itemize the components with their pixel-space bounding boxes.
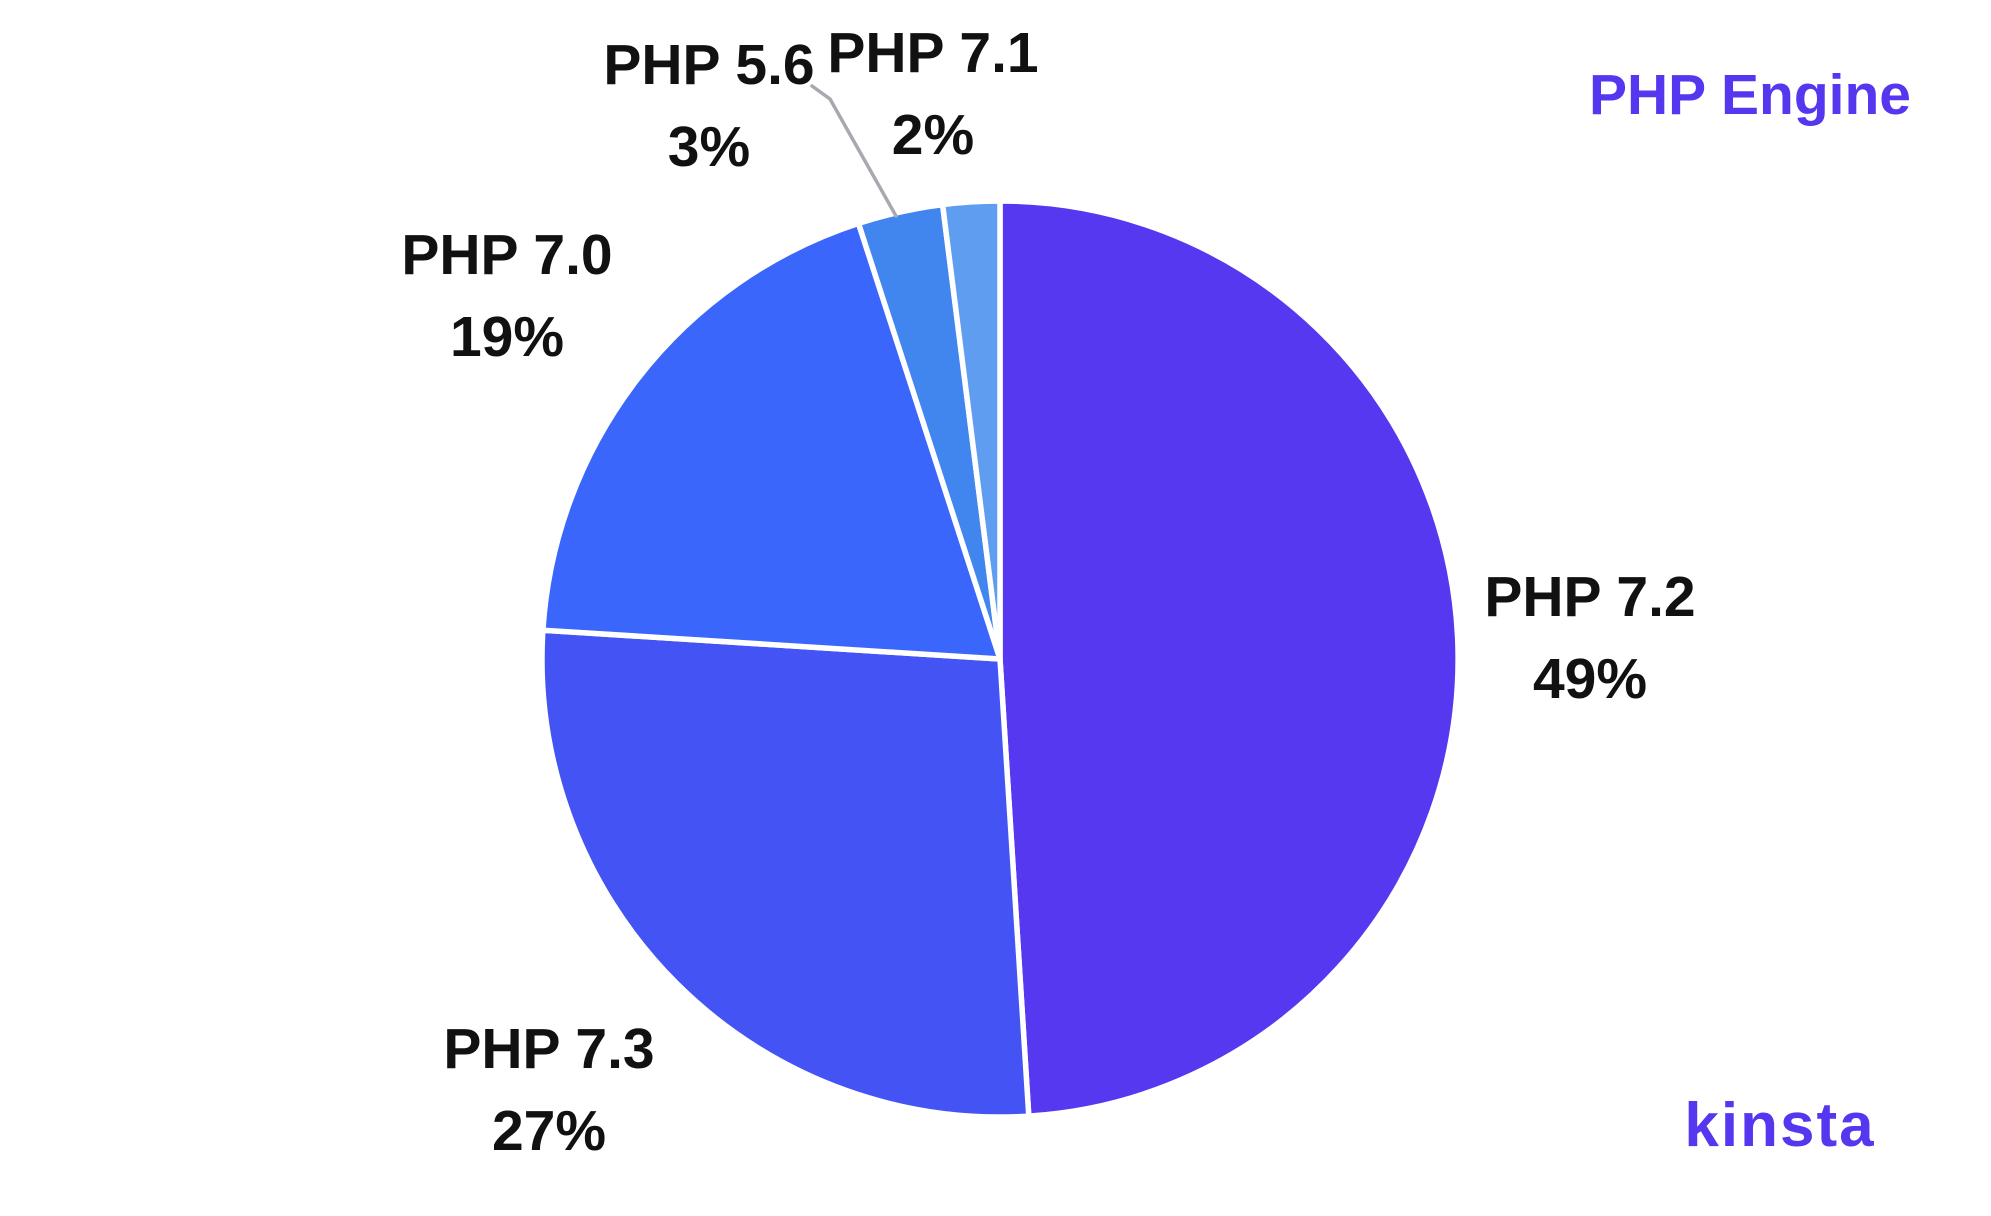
slice-label-name: PHP 7.3 bbox=[443, 1017, 655, 1081]
slice-label-percent: 49% bbox=[1532, 647, 1648, 711]
slice-label-percent: 19% bbox=[449, 305, 565, 369]
slice-label-name: PHP 7.0 bbox=[401, 223, 613, 287]
slice-label-php-7-2: PHP 7.2 49% bbox=[1410, 556, 1770, 720]
pie-slice-php-7-3 bbox=[539, 627, 1032, 1120]
slice-label-name: PHP 7.2 bbox=[1484, 565, 1696, 629]
slice-label-percent: 2% bbox=[891, 103, 975, 167]
slice-label-php-7-0: PHP 7.0 19% bbox=[327, 214, 687, 378]
slice-label-php-7-1: PHP 7.1 2% bbox=[753, 12, 1113, 176]
slice-label-php-5-6: PHP 5.6 3% bbox=[529, 24, 889, 188]
pie-slices bbox=[539, 198, 1461, 1120]
slice-label-percent: 27% bbox=[491, 1099, 607, 1163]
slice-label-percent: 3% bbox=[667, 115, 751, 179]
kinsta-logo: kinsta bbox=[1684, 1091, 1876, 1160]
slice-label-php-7-3: PHP 7.3 27% bbox=[369, 1008, 729, 1172]
pie-slice-php-7-2 bbox=[997, 198, 1461, 1119]
php-5.6-leader-line bbox=[810, 84, 898, 218]
pie-slice-php-7-0 bbox=[540, 220, 1003, 662]
slice-label-name: PHP 7.1 bbox=[827, 21, 1039, 85]
slice-label-name: PHP 5.6 bbox=[603, 33, 815, 97]
chart-title: PHP Engine bbox=[1588, 63, 1912, 127]
pie-slice-php-7-1 bbox=[939, 198, 1003, 662]
